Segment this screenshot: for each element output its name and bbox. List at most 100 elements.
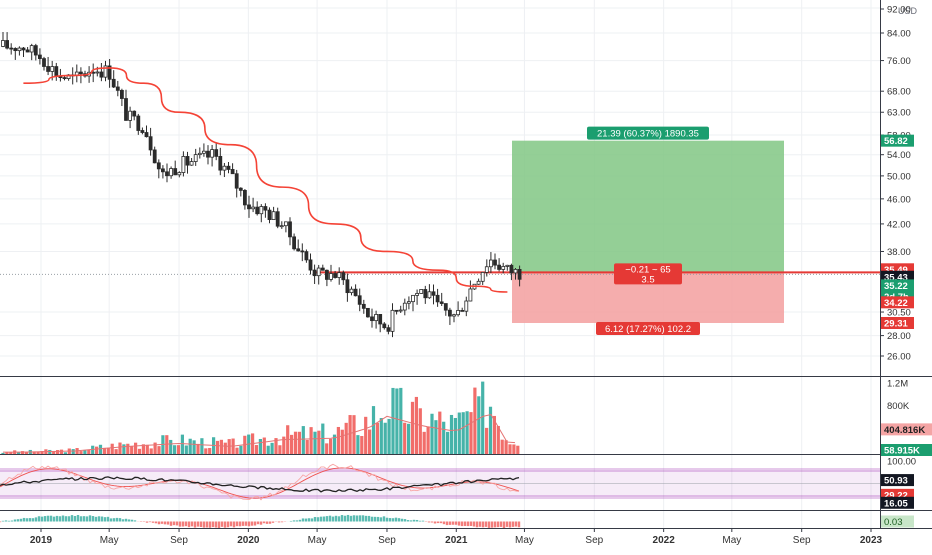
candle-up [457,310,460,314]
macd-bar-down [224,522,226,528]
volume-bar-down [235,448,238,454]
volume-bar-down [403,423,406,454]
candle-up [407,302,410,304]
volume-bar-up [434,420,437,454]
volume-bar-down [427,427,430,454]
volume-bar-down [255,445,258,454]
candle-down [395,310,398,311]
volume-bar-up [313,432,316,454]
volume-bar-up [72,449,75,454]
macd-bar-down [182,522,184,527]
volume-bar-up [391,388,394,454]
macd-bar-up [341,515,343,521]
volume-bar-up [462,412,465,454]
volume-bar-down [294,432,297,454]
macd-bar-down [509,522,511,528]
macd-bar-down [479,522,481,527]
macd-bar-up [59,516,61,521]
candle-down [264,207,267,211]
macd-bar-up [362,515,364,521]
candle-down [100,72,103,77]
macd-bar-down [188,522,190,528]
time-tick-label: 2019 [30,535,53,546]
macd-bar-up [422,521,424,522]
volume-bar-up [466,411,469,454]
volume-bar-down [130,446,133,454]
macd-bar-down [230,522,232,527]
volume-pane [1,382,519,454]
price-tick-label: 38.00 [887,247,911,258]
profit-zone [512,141,784,273]
candle-down [243,190,246,205]
candle-down [362,304,365,308]
macd-bar-up [326,516,328,521]
macd-bar-down [221,522,223,527]
candle-down [235,174,238,188]
time-tick-label: 2022 [653,535,676,546]
macd-bar-down [236,522,238,527]
loss-label: 6.12 (17.27%) 102.2 [605,324,691,335]
candle-up [202,151,205,153]
stochastic-pane [0,464,880,500]
candle-down [494,260,497,265]
candle-down [26,50,29,52]
macd-bar-down [167,522,169,525]
volume-bar-down [138,449,141,454]
price-tick-label: 92.00 [887,5,911,16]
time-tick-label: 2020 [237,535,260,546]
macd-bar-down [218,522,220,529]
candle-up [514,269,517,273]
macd-bar-down [485,522,487,527]
candle-down [510,265,513,273]
candle-down [145,133,148,137]
macd-bar-down [437,522,439,524]
volume-bar-down [208,448,211,454]
macd-bar-up [113,518,115,521]
candle-down [276,212,279,226]
volume-bar-up [181,435,184,454]
macd-bar-down [500,522,502,527]
candle-up [284,222,287,226]
macd-bar-up [125,519,127,522]
macd-bar-up [53,517,55,522]
stoch-upper-band [0,468,880,472]
time-tick-label: Sep [170,535,188,546]
macd-bar-down [431,522,433,523]
price-tag-label: 35.22 [884,281,908,292]
candle-up [403,303,406,310]
macd-bar-down [257,522,259,525]
price-tick-label: 76.00 [887,56,911,67]
volume-bar-up [239,446,242,454]
macd-bar-up [23,518,25,522]
volume-bar-down [501,440,504,454]
volume-bar-up [450,415,453,454]
candle-up [330,274,333,280]
macd-bar-up [419,521,421,522]
macd-bar-down [458,522,460,526]
volume-bar-up [481,382,484,454]
candle-down [116,87,119,90]
macd-bar-up [305,519,307,522]
macd-bar-down [251,522,253,526]
volume-bar-up [407,424,410,454]
volume-bar-up [388,419,391,454]
price-tick-label: 30.50 [887,308,911,319]
macd-bar-up [317,517,319,521]
volume-bar-down [329,439,332,454]
volume-bar-down [95,447,98,454]
volume-bar-up [430,414,433,454]
candle-up [481,272,484,281]
candle-up [502,266,505,269]
macd-bar-up [41,517,43,522]
volume-bar-down [411,402,414,454]
volume-bar-up [259,439,262,454]
candle-down [149,137,152,150]
candle-down [63,78,66,79]
volume-bar-down [146,445,149,454]
macd-bar-down [176,522,178,526]
center-label-line2: 3.5 [641,274,654,285]
macd-bar-up [293,520,295,521]
macd-bar-down [0,522,1,523]
